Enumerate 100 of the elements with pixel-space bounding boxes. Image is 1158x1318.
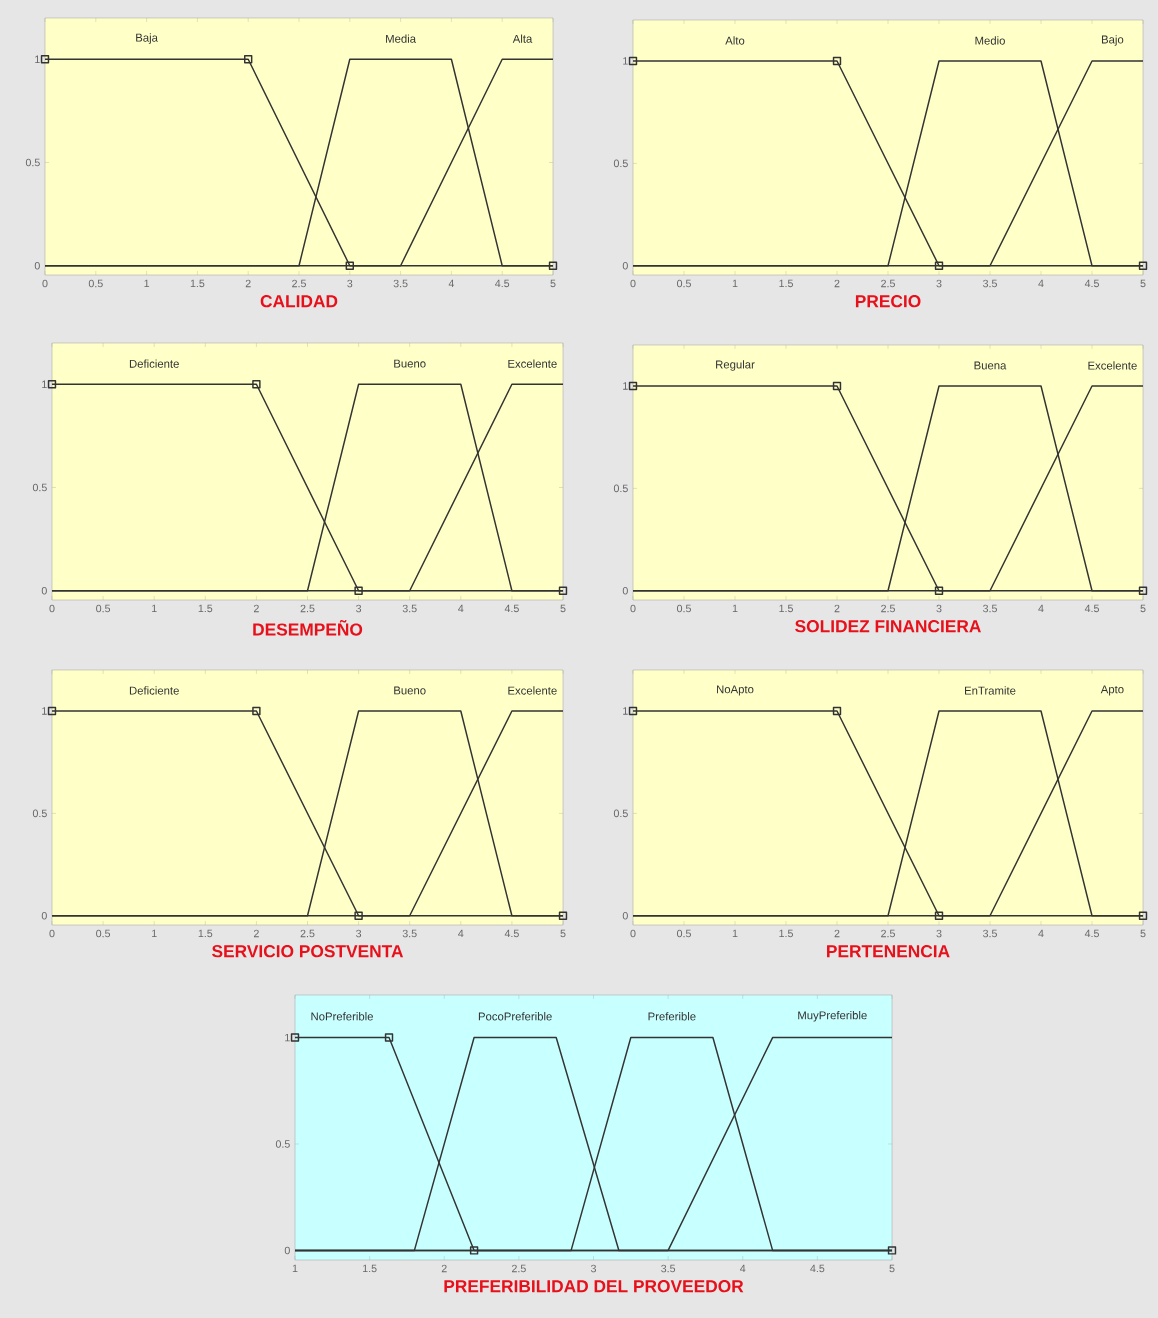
x-tick-label: 4 [458, 604, 464, 613]
y-tick-label: 0.5 [613, 484, 628, 493]
y-tick-label: 1 [42, 380, 47, 388]
x-tick-label: 1.5 [779, 604, 793, 613]
series-label: NoApto [717, 685, 754, 696]
x-tick-label: 1 [732, 279, 738, 288]
x-tick-label: 3.5 [982, 279, 997, 288]
x-tick-label: 4 [1038, 279, 1044, 288]
x-tick-label: 3 [590, 1264, 596, 1273]
y-tick-label: 1 [623, 707, 628, 715]
x-tick-label: 2.5 [512, 1264, 526, 1273]
x-tick-label: 1 [732, 929, 738, 938]
y-tick-label: 1 [623, 382, 628, 390]
x-tick-label: 3.5 [982, 929, 997, 938]
x-tick-label: 1 [152, 604, 157, 613]
x-tick-label: 1.5 [779, 279, 793, 288]
series-label: NoPreferible [311, 1012, 373, 1021]
x-tick-label: 3 [936, 604, 942, 613]
x-tick-label: 2 [834, 604, 840, 613]
y-tick-label: 0.5 [613, 159, 628, 168]
y-tick-label: 0 [622, 912, 628, 920]
x-axis-title: SERVICIO POSTVENTA [212, 945, 404, 958]
x-tick-label: 5 [1140, 279, 1146, 288]
x-tick-label: 3.5 [393, 279, 408, 288]
series-label: Alta [512, 34, 533, 43]
y-tick-label: 0 [622, 262, 628, 270]
y-tick-label: 0 [41, 912, 47, 920]
series-label: MuyPreferible [798, 1010, 867, 1022]
x-tick-label: 1.5 [363, 1264, 377, 1273]
y-tick-label: 0 [34, 261, 40, 270]
x-tick-label: 0.5 [677, 279, 691, 288]
series-label: Apto [1100, 685, 1124, 696]
x-tick-label: 5 [560, 604, 566, 613]
x-tick-label: 5 [560, 929, 566, 938]
x-tick-label: 4.5 [1084, 279, 1099, 288]
x-tick-label: 2 [834, 279, 840, 288]
x-tick-label: 0 [49, 929, 55, 938]
x-tick-label: 2.5 [300, 604, 315, 613]
x-tick-label: 2.5 [300, 929, 315, 938]
y-tick-label: 1 [35, 55, 40, 63]
y-tick-label: 0.5 [32, 483, 47, 492]
y-tick-label: 0 [622, 587, 628, 595]
series-label: Medio [975, 36, 1005, 45]
y-tick-label: 1 [623, 57, 628, 65]
series-label: Preferible [648, 1012, 696, 1021]
y-tick-label: 0.5 [32, 809, 47, 818]
x-tick-label: 4 [458, 929, 464, 938]
y-tick-label: 0.5 [613, 809, 628, 818]
series-label: Baja [136, 33, 158, 44]
x-tick-label: 5 [1140, 929, 1146, 938]
x-tick-label: 3 [356, 929, 362, 938]
series-label: Regular [716, 360, 755, 371]
x-tick-label: 2 [253, 604, 259, 613]
x-tick-label: 4.5 [504, 604, 519, 613]
x-tick-label: 0.5 [96, 929, 111, 938]
x-tick-label: 3.5 [402, 929, 417, 938]
x-tick-label: 1.5 [779, 929, 793, 938]
series-label: Excelente [508, 686, 557, 695]
series-label: Excelente [1088, 361, 1137, 370]
series-label: Bueno [394, 686, 426, 695]
x-tick-label: 0 [49, 604, 55, 613]
x-tick-label: 0.5 [96, 604, 111, 613]
x-tick-label: 4.5 [495, 279, 510, 288]
x-axis-title: DESEMPEÑO [253, 620, 363, 636]
series-label: Excelente [508, 359, 557, 368]
x-axis-title: SOLIDEZ FINANCIERA [795, 620, 981, 633]
x-tick-label: 0 [630, 929, 636, 938]
x-tick-label: 3 [936, 279, 942, 288]
x-tick-label: 3.5 [982, 604, 997, 613]
x-axis-title: PERTENENCIA [827, 945, 950, 958]
x-tick-label: 1 [152, 929, 157, 938]
x-tick-label: 1.5 [198, 604, 213, 613]
x-tick-label: 2 [253, 929, 259, 938]
series-label: Media [386, 34, 417, 43]
series-label: Bajo [1101, 35, 1124, 46]
y-tick-label: 0 [284, 1246, 290, 1255]
x-axis-title: PREFERIBILIDAD DEL PROVEEDOR [444, 1280, 744, 1293]
series-label: Buena [974, 361, 1007, 370]
x-tick-label: 4 [448, 279, 455, 288]
x-tick-label: 5 [550, 279, 556, 288]
x-tick-label: 1.5 [198, 929, 213, 938]
x-axis-title: PRECIO [855, 295, 921, 308]
x-tick-label: 2 [441, 1264, 447, 1273]
x-tick-label: 2.5 [881, 604, 895, 613]
x-tick-label: 4.5 [1084, 929, 1099, 938]
series-label: EnTramite [965, 686, 1016, 695]
x-axis-title: CALIDAD [260, 295, 338, 308]
x-tick-label: 1.5 [190, 279, 205, 288]
x-tick-label: 2.5 [881, 279, 895, 288]
x-tick-label: 4.5 [1084, 604, 1099, 613]
x-tick-label: 2.5 [881, 929, 895, 938]
x-tick-label: 0.5 [677, 604, 691, 613]
x-tick-label: 3 [347, 279, 353, 288]
x-tick-label: 5 [1140, 604, 1146, 613]
x-tick-label: 3.5 [402, 604, 417, 613]
x-tick-label: 0.5 [677, 929, 691, 938]
x-tick-label: 0 [630, 279, 636, 288]
x-tick-label: 1 [732, 604, 738, 613]
series-label: PocoPreferible [478, 1012, 552, 1021]
series-label: Alto [725, 36, 745, 45]
